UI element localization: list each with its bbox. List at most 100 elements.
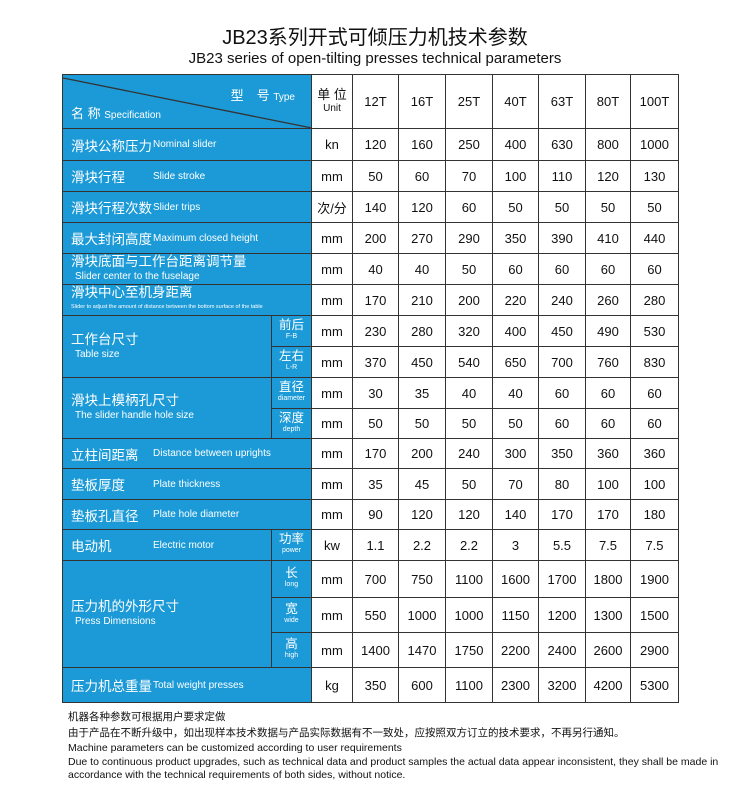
spec-cell: 滑块上模柄孔尺寸 The slider handle hole size	[62, 377, 272, 439]
value-cell: 40	[492, 377, 539, 409]
table-row: 垫板厚度 Plate thickness mm 35 45 50 70 80 100 100	[62, 468, 679, 500]
value-cell: 210	[398, 284, 446, 316]
spec-label: 滑块公称压力 Nominal slider	[63, 135, 311, 155]
spec-en: Slider to adjust the amount of distance …	[71, 304, 263, 310]
type-header: 型 号 Type	[231, 85, 295, 104]
page-title: JB23系列开式可倾压力机技术参数	[222, 27, 528, 49]
spec-cell: 立柱间距离 Distance between uprights	[62, 438, 312, 469]
value-cell: 60	[630, 253, 679, 285]
spec-en: Maximum closed height	[153, 232, 259, 244]
spec-cell: 滑块底面与工作台距离调节量 Slider center to the fusela…	[62, 253, 312, 285]
value-cell: 320	[445, 315, 493, 347]
value-cell: 60	[538, 408, 586, 439]
value-cell: 370	[352, 346, 399, 378]
value-cell: 2900	[630, 632, 679, 668]
sub-spec-en: F-B	[285, 333, 298, 340]
value-cell: 2.2	[445, 529, 493, 561]
value-cell: 1400	[352, 632, 399, 668]
value-cell: 200	[398, 438, 446, 469]
note-en-2: Due to continuous product upgrades, such…	[68, 755, 719, 782]
value-cell: 35	[352, 468, 399, 500]
spec-cell: 工作台尺寸 Table size	[62, 315, 272, 378]
spec-cell: 滑块公称压力 Nominal slider	[62, 128, 312, 161]
spec-label: 滑块中心至机身距离 Slider to adjust the amount of …	[63, 285, 311, 315]
spec-zh: 压力机总重量	[71, 679, 152, 694]
model-header-80t: 80T	[585, 74, 631, 129]
table-row: 滑块底面与工作台距离调节量 Slider center to the fusela…	[62, 253, 679, 285]
spec-cell: 压力机总重量 Total weight presses	[62, 667, 312, 703]
value-cell: 170	[538, 499, 586, 530]
value-cell: 90	[352, 499, 399, 530]
sub-spec-cell: 前后 F-B	[271, 315, 312, 347]
spec-en: Plate thickness	[153, 478, 221, 490]
spec-zh: 压力机的外形尺寸	[71, 599, 179, 614]
value-cell: 1000	[445, 597, 493, 633]
table-row: 滑块中心至机身距离 Slider to adjust the amount of …	[62, 284, 679, 316]
spec-label: 压力机总重量 Total weight presses	[63, 675, 311, 695]
value-cell: 50	[445, 408, 493, 439]
diagonal-divider	[63, 77, 312, 128]
value-cell: 100	[630, 468, 679, 500]
value-cell: 220	[492, 284, 539, 316]
spec-en: Nominal slider	[153, 139, 217, 150]
value-cell: 50	[445, 253, 493, 285]
value-cell: 7.5	[585, 529, 631, 561]
value-cell: 140	[352, 191, 399, 223]
type-en: Type	[273, 92, 295, 103]
sub-spec-zh: 功率	[278, 532, 304, 546]
value-cell: 60	[492, 253, 539, 285]
model-header-12t: 12T	[352, 74, 399, 129]
unit-cell: mm	[311, 499, 353, 530]
spec-cell: 电动机 Electric motor	[62, 529, 272, 561]
value-cell: 120	[352, 128, 399, 161]
unit-cell: mm	[311, 438, 353, 469]
value-cell: 2400	[538, 632, 586, 668]
value-cell: 170	[352, 284, 399, 316]
unit-cell: mm	[311, 468, 353, 500]
spec-en: Total weight presses	[153, 679, 244, 691]
value-cell: 1470	[398, 632, 446, 668]
value-cell: 100	[585, 468, 631, 500]
table-row: 立柱间距离 Distance between uprights mm 170 200 24…	[62, 438, 679, 469]
value-cell: 440	[630, 222, 679, 254]
spec-zh: 名 称	[71, 106, 101, 121]
model-header-16t: 16T	[398, 74, 446, 129]
unit-cell: mm	[311, 377, 353, 409]
value-cell: 40	[398, 253, 446, 285]
value-cell: 30	[352, 377, 399, 409]
type-zh: 型 号	[230, 88, 270, 103]
table-row: 压力机的外形尺寸 Press Dimensions 长 long mm 700 750 110…	[62, 560, 679, 668]
spec-zh: 滑块底面与工作台距离调节量	[71, 254, 247, 269]
table-row: 滑块公称压力 Nominal slider kn 120 160 250 400 630 800…	[62, 128, 679, 161]
value-cell: 120	[398, 191, 446, 223]
value-cell: 50	[492, 191, 539, 223]
value-cell: 40	[352, 253, 399, 285]
header-row: 型 号 Type 名 称 Specification 单 位 Unit 12T 16…	[62, 74, 679, 129]
sub-spec-zh: 直径	[278, 380, 304, 394]
model-header-63t: 63T	[538, 74, 586, 129]
value-cell: 1200	[538, 597, 586, 633]
note-cn-1: 机器各种参数可根据用户要求定做	[68, 711, 226, 723]
spec-zh: 滑块公称压力	[71, 138, 152, 154]
value-cell: 140	[492, 499, 539, 530]
value-cell: 1700	[538, 560, 586, 598]
note-cn-2: 由于产品在不断升级中，如出现样本技术数据与产品实际数据有不一致处，应按照双方订立…	[68, 726, 625, 739]
value-cell: 200	[352, 222, 399, 254]
spec-label: 立柱间距离 Distance between uprights	[63, 444, 311, 464]
sub-spec-en: L-R	[285, 364, 298, 371]
model-header-40t: 40T	[492, 74, 539, 129]
value-cell: 1100	[445, 667, 493, 703]
value-cell: 70	[492, 468, 539, 500]
value-cell: 260	[585, 284, 631, 316]
unit-cell: mm	[311, 222, 353, 254]
value-cell: 50	[352, 408, 399, 439]
table-row: 滑块行程 Slide stroke mm 50 60 70 100 110 120 130	[62, 160, 679, 192]
spec-label: 滑块行程次数 Slider trips	[63, 197, 311, 217]
value-cell: 4200	[585, 667, 631, 703]
unit-cell: 次/分	[311, 191, 353, 223]
value-cell: 70	[445, 160, 493, 192]
unit-cell: kw	[311, 529, 353, 561]
value-cell: 170	[585, 499, 631, 530]
value-cell: 200	[445, 284, 493, 316]
value-cell: 270	[398, 222, 446, 254]
